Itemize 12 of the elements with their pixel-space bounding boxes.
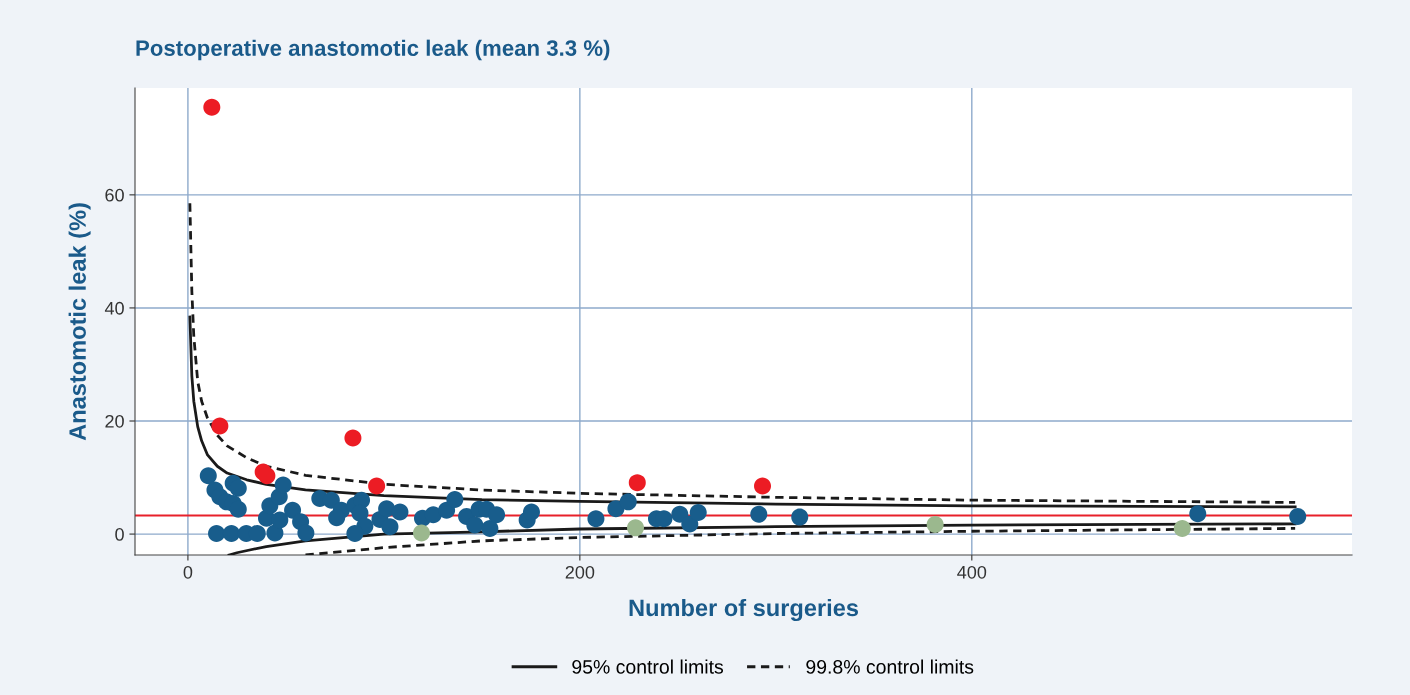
y-tick-label: 40 bbox=[104, 301, 124, 315]
x-axis-title: Number of surgeries bbox=[629, 598, 858, 622]
chart-title: Postoperative anastomotic leak (mean 3.3 %) bbox=[136, 39, 610, 61]
y-tick-label: 0 bbox=[115, 528, 124, 541]
y-axis-title: Anastomotic leak (%) bbox=[68, 203, 91, 441]
x-tick-label: 0 bbox=[183, 565, 193, 579]
legend-label: 95% control limits bbox=[572, 659, 724, 674]
x-tick-label: 400 bbox=[957, 565, 987, 579]
y-tick-label: 20 bbox=[105, 414, 124, 428]
legend-label: 99.8% control limits bbox=[806, 659, 974, 674]
x-tick-label: 200 bbox=[565, 565, 595, 579]
y-tick-label: 60 bbox=[105, 188, 124, 202]
